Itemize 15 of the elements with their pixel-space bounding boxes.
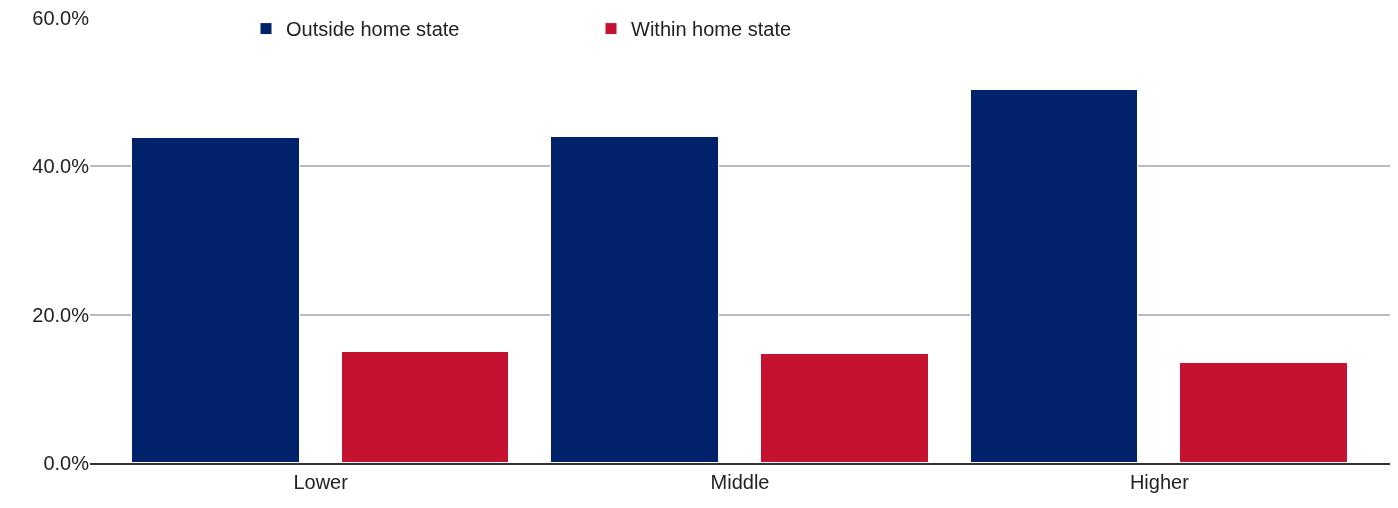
- y-tick-label: 0.0%: [43, 452, 90, 474]
- y-tick-label: 60.0%: [32, 7, 90, 29]
- bar: [1179, 362, 1348, 463]
- legend-label: Outside home state: [286, 18, 460, 41]
- legend-label: Within home state: [631, 18, 792, 41]
- y-tick-label: 40.0%: [32, 155, 90, 178]
- x-tick-label: Lower: [293, 471, 349, 493]
- x-tick-label: Middle: [710, 471, 770, 493]
- bar: [550, 136, 719, 463]
- bar: [970, 89, 1138, 463]
- bar: [760, 353, 929, 463]
- bar: [341, 351, 509, 463]
- y-tick-label: 20.0%: [32, 303, 90, 326]
- x-tick-label: Higher: [1129, 471, 1190, 493]
- bar: [131, 137, 300, 463]
